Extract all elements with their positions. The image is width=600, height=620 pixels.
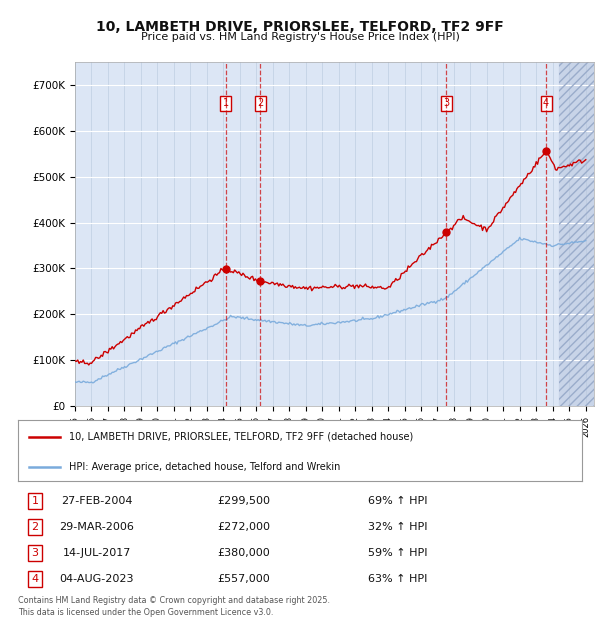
Text: 2: 2 — [31, 522, 38, 532]
Text: Price paid vs. HM Land Registry's House Price Index (HPI): Price paid vs. HM Land Registry's House … — [140, 32, 460, 42]
Text: 1: 1 — [223, 99, 229, 108]
Text: 10, LAMBETH DRIVE, PRIORSLEE, TELFORD, TF2 9FF (detached house): 10, LAMBETH DRIVE, PRIORSLEE, TELFORD, T… — [69, 432, 413, 442]
Text: HPI: Average price, detached house, Telford and Wrekin: HPI: Average price, detached house, Telf… — [69, 462, 340, 472]
Text: £380,000: £380,000 — [217, 548, 270, 558]
Text: 59% ↑ HPI: 59% ↑ HPI — [368, 548, 427, 558]
Text: 27-FEB-2004: 27-FEB-2004 — [61, 496, 133, 506]
Text: 69% ↑ HPI: 69% ↑ HPI — [368, 496, 427, 506]
Text: 32% ↑ HPI: 32% ↑ HPI — [368, 522, 427, 532]
Text: 1: 1 — [31, 496, 38, 506]
Text: 29-MAR-2006: 29-MAR-2006 — [59, 522, 134, 532]
Text: 3: 3 — [31, 548, 38, 558]
Text: 14-JUL-2017: 14-JUL-2017 — [63, 548, 131, 558]
Text: 04-AUG-2023: 04-AUG-2023 — [60, 574, 134, 584]
Text: £557,000: £557,000 — [217, 574, 270, 584]
Bar — [559, 62, 594, 406]
Text: 3: 3 — [443, 99, 449, 108]
Text: 63% ↑ HPI: 63% ↑ HPI — [368, 574, 427, 584]
Text: 4: 4 — [31, 574, 38, 584]
Text: 10, LAMBETH DRIVE, PRIORSLEE, TELFORD, TF2 9FF: 10, LAMBETH DRIVE, PRIORSLEE, TELFORD, T… — [96, 20, 504, 34]
Text: Contains HM Land Registry data © Crown copyright and database right 2025.: Contains HM Land Registry data © Crown c… — [18, 596, 330, 606]
Text: 2: 2 — [257, 99, 263, 108]
Text: £272,000: £272,000 — [217, 522, 270, 532]
Text: This data is licensed under the Open Government Licence v3.0.: This data is licensed under the Open Gov… — [18, 608, 274, 617]
Text: 4: 4 — [543, 99, 549, 108]
Text: £299,500: £299,500 — [217, 496, 270, 506]
Bar — [559, 62, 594, 406]
